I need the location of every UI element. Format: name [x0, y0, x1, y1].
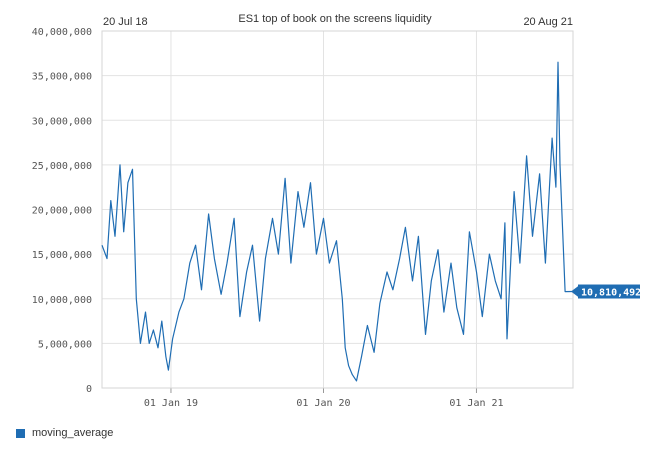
series-line-moving_average	[101, 61, 574, 382]
x-tick-label: 01 Jan 19	[144, 398, 198, 409]
y-tick-label: 5,000,000	[38, 339, 92, 350]
y-tick-label: 35,000,000	[32, 72, 92, 83]
y-tick-label: 20,000,000	[32, 206, 92, 217]
y-tick-label: 10,000,000	[32, 295, 92, 306]
y-tick-label: 40,000,000	[32, 27, 92, 38]
y-tick-label: 0	[86, 384, 92, 395]
legend-swatch	[16, 428, 25, 438]
end-date-label: 20 Aug 21	[523, 16, 573, 28]
plot-frame	[101, 30, 574, 389]
x-tick-label: 01 Jan 21	[449, 398, 503, 409]
last-value-pointer	[571, 285, 579, 298]
x-tick-label: 01 Jan 20	[296, 398, 350, 409]
y-tick-label: 30,000,000	[32, 116, 92, 127]
last-value-label: 10,810,492	[581, 288, 641, 299]
legend-label: moving_average	[32, 427, 114, 439]
start-date-label: 20 Jul 18	[103, 16, 148, 28]
y-tick-label: 15,000,000	[32, 250, 92, 261]
chart-title: ES1 top of book on the screens liquidity	[238, 13, 432, 25]
legend: moving_average	[16, 427, 113, 439]
last-value-badge	[578, 284, 640, 299]
y-tick-label: 25,000,000	[32, 161, 92, 172]
